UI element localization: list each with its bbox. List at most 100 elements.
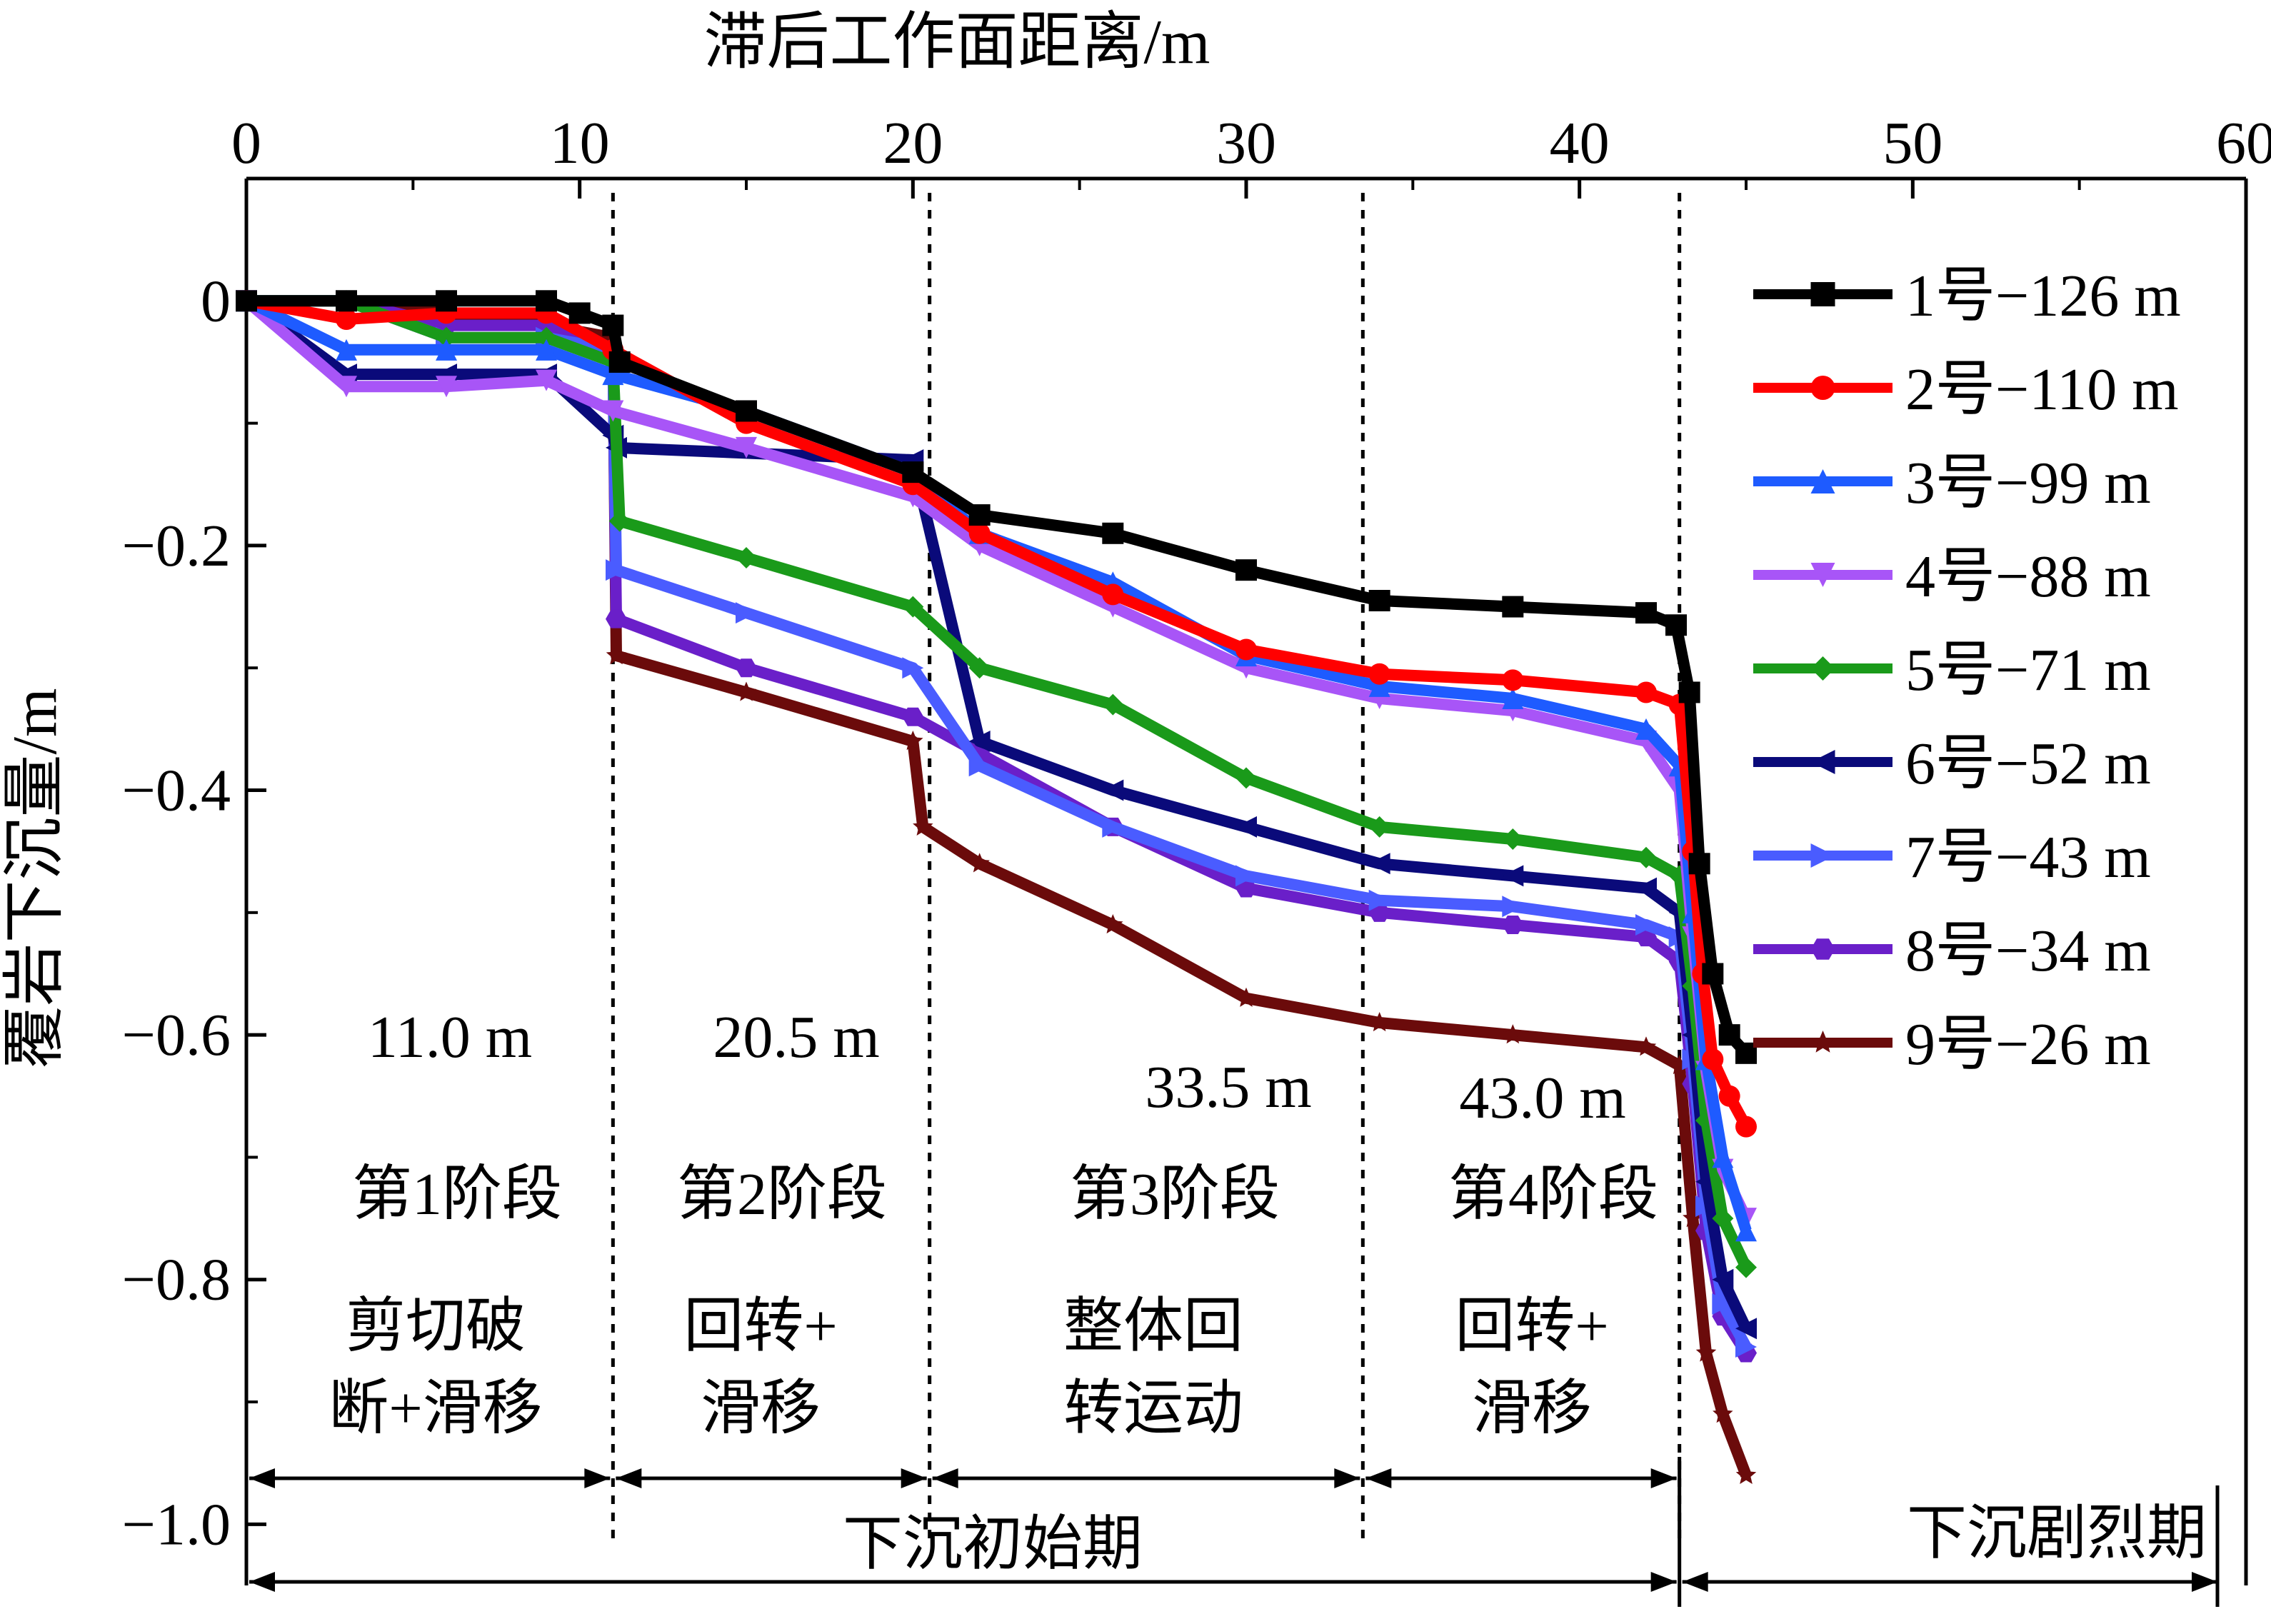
period-arrow	[1682, 1572, 2217, 1592]
legend-marker	[1810, 750, 1835, 774]
x-tick-label: 30	[1216, 110, 1276, 176]
legend-item: 4号−88 m	[1753, 543, 2151, 610]
data-point	[1688, 853, 1710, 875]
axes: 0 10 20 30 40 50 60 0 −0.2 −0.4 −0.6 −0.8 −1.0	[122, 110, 2271, 1585]
legend-item: 2号−110 m	[1753, 356, 2179, 423]
data-point	[1712, 1293, 1734, 1315]
legend-item: 6号−52 m	[1753, 731, 2151, 797]
data-point	[1368, 663, 1390, 685]
x-tick-label: 50	[1883, 110, 1942, 176]
data-point	[606, 559, 627, 581]
stage-mode-line: 滑移	[701, 1375, 821, 1442]
legend-label: 6号−52 m	[1905, 731, 2151, 797]
data-point	[608, 351, 631, 373]
data-point	[1735, 1464, 1757, 1484]
legend: 1号−126 m 2号−110 m 3号−99 m 4号−88 m 5号−71 m 6号−…	[1753, 263, 2181, 1078]
data-point	[902, 707, 924, 726]
data-point	[1635, 602, 1657, 624]
data-point	[1368, 853, 1390, 875]
y-tick-label: −0.8	[122, 1247, 231, 1313]
data-point	[336, 309, 357, 330]
data-point	[1702, 1048, 1724, 1071]
data-point	[1235, 865, 1257, 887]
data-point	[336, 290, 357, 312]
series-group	[236, 290, 1757, 1484]
legend-marker	[1810, 938, 1835, 960]
data-point	[1683, 1208, 1703, 1228]
arrow-head-left	[616, 1468, 642, 1488]
data-point	[436, 290, 457, 312]
stage-mode-line: 滑移	[1472, 1375, 1592, 1442]
legend-item: 5号−71 m	[1753, 637, 2151, 703]
data-point	[1102, 816, 1124, 838]
data-point	[1712, 1146, 1734, 1168]
data-point	[602, 364, 624, 386]
data-point	[1735, 1220, 1757, 1242]
stage-arrow	[932, 1468, 1360, 1488]
legend-marker	[1810, 563, 1835, 587]
stage-name: 第1阶段	[352, 1161, 562, 1228]
data-point	[602, 314, 624, 336]
data-point	[1103, 913, 1123, 934]
data-point	[1502, 828, 1524, 851]
data-point	[1102, 779, 1124, 801]
y-tick-label: −0.2	[122, 513, 231, 579]
arrow-head-right	[584, 1468, 611, 1488]
data-point	[336, 376, 357, 398]
period-label: 下沉剧烈期	[1907, 1500, 2207, 1567]
x-tick-label: 40	[1550, 110, 1610, 176]
legend-item: 9号−26 m	[1753, 1011, 2151, 1078]
stage-name: 第4阶段	[1448, 1161, 1658, 1228]
stage-arrow	[249, 1468, 611, 1488]
stage-mode-line: 整体回	[1063, 1293, 1243, 1360]
x-tick-label: 60	[2216, 110, 2271, 176]
stage-mode-line: 回转+	[683, 1293, 837, 1360]
data-point	[1102, 583, 1124, 606]
arrow-head-right	[1334, 1468, 1360, 1488]
legend-label: 7号−43 m	[1905, 824, 2151, 891]
stage-arrow	[1365, 1468, 1677, 1488]
data-point	[1635, 877, 1657, 899]
legend-item: 3号−99 m	[1753, 450, 2151, 516]
data-point	[1713, 1403, 1733, 1423]
data-point	[1235, 638, 1257, 661]
stage-mode-line: 断+滑移	[329, 1375, 542, 1442]
legend-label: 3号−99 m	[1905, 450, 2151, 516]
data-point	[1735, 1318, 1757, 1340]
x-tick-label: 10	[550, 110, 610, 176]
data-point	[1635, 718, 1657, 740]
stage-mode-line: 剪切破	[346, 1293, 526, 1360]
data-point	[536, 369, 557, 391]
arrow-head-left	[249, 1572, 275, 1592]
y-tick-label: −1.0	[122, 1491, 231, 1558]
legend-item: 8号−34 m	[1753, 918, 2151, 984]
data-point	[606, 645, 627, 665]
data-point	[1635, 846, 1657, 868]
data-point	[602, 400, 624, 422]
legend-label: 2号−110 m	[1905, 356, 2179, 423]
data-point	[1235, 987, 1257, 1007]
data-point	[1635, 1036, 1657, 1056]
data-point	[902, 657, 924, 679]
stage-arrow	[616, 1468, 927, 1488]
data-point	[1235, 767, 1257, 789]
data-point	[1718, 1085, 1740, 1107]
data-point	[903, 731, 923, 751]
data-point	[1368, 889, 1390, 911]
data-point	[968, 755, 991, 777]
data-point	[1665, 614, 1687, 636]
data-point	[1712, 1208, 1734, 1230]
data-point	[1502, 596, 1524, 618]
data-point	[736, 436, 757, 458]
data-point	[536, 290, 557, 312]
data-point	[606, 609, 627, 628]
legend-marker	[1810, 656, 1835, 681]
data-point	[1712, 1268, 1734, 1290]
data-point	[568, 302, 591, 324]
data-point	[608, 510, 631, 532]
x-tick-label: 0	[231, 110, 261, 176]
period-arrow	[249, 1572, 1677, 1592]
x-tick-label: 20	[883, 110, 943, 176]
